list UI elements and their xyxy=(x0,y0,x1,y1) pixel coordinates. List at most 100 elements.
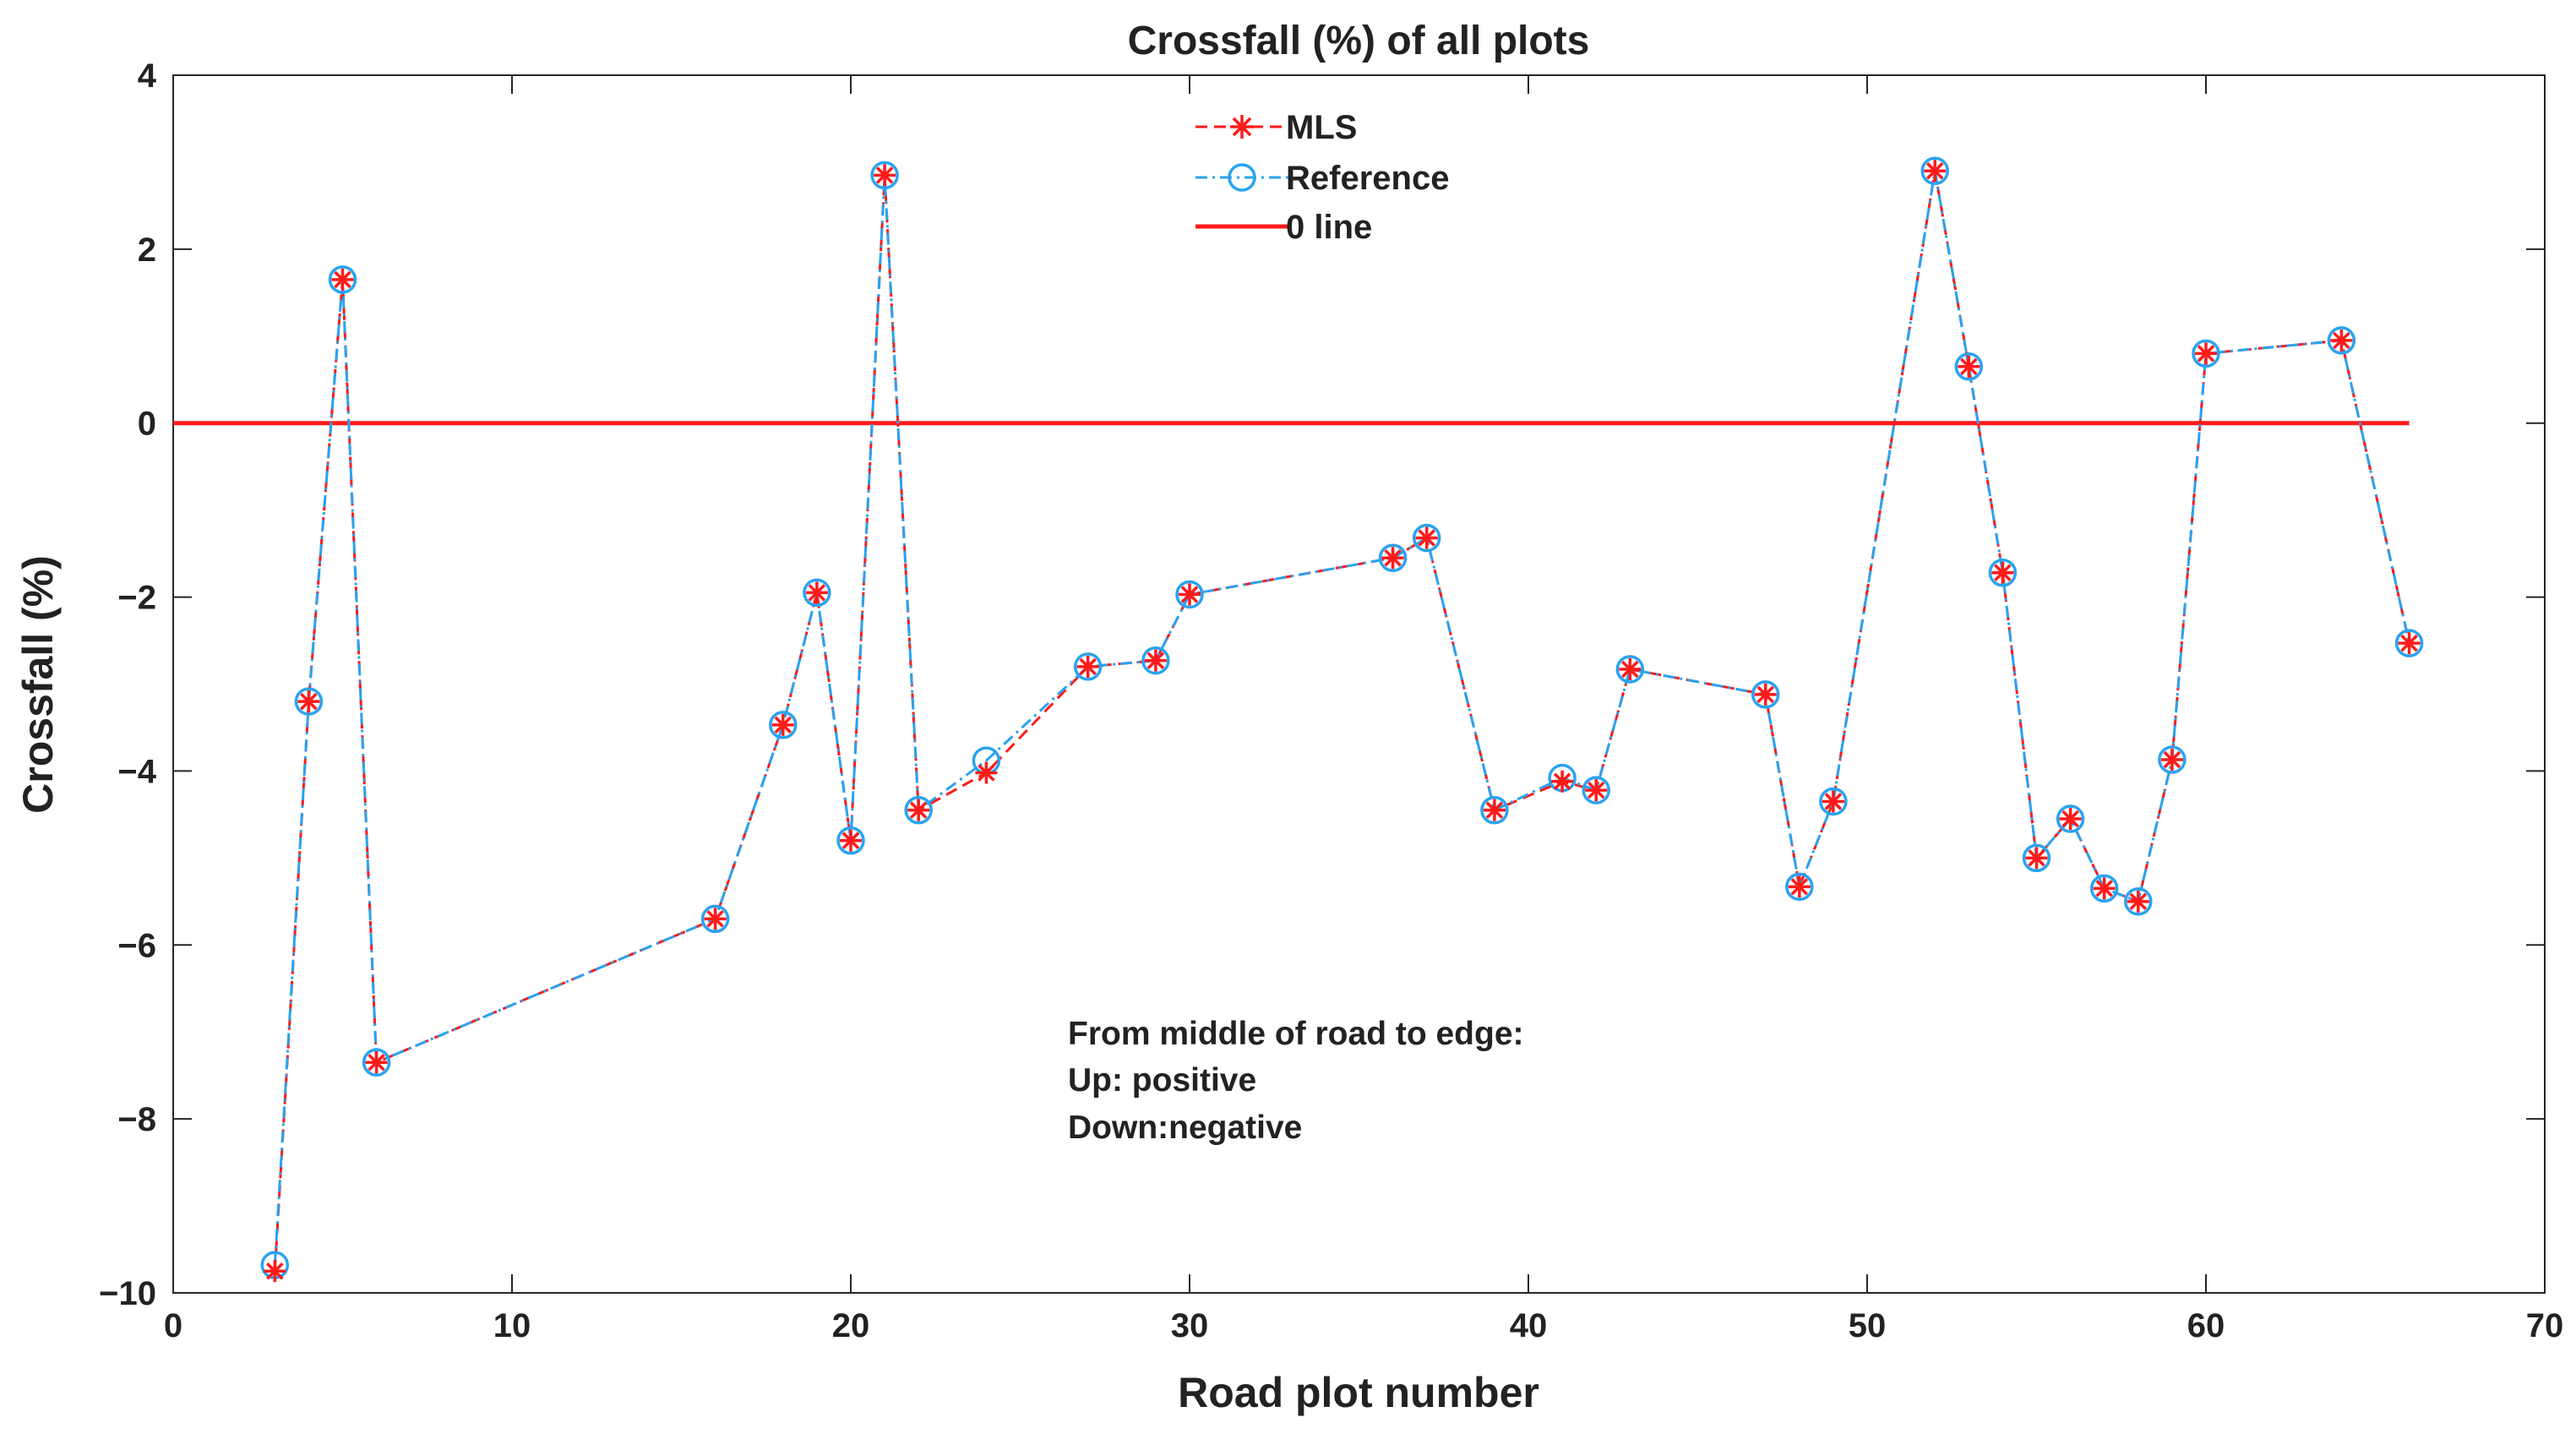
reference-point xyxy=(2056,804,2085,833)
mls-point xyxy=(1619,658,1642,681)
x-tick-label: 10 xyxy=(493,1307,531,1344)
x-tick-label: 50 xyxy=(1849,1307,1887,1344)
legend: MLS Reference 0 line xyxy=(1195,109,1449,246)
mls-point xyxy=(1381,547,1404,570)
legend-reference-marker xyxy=(1228,163,1256,192)
reference-point xyxy=(362,1048,391,1077)
mls-point xyxy=(1924,160,1947,183)
mls-point xyxy=(1076,655,1099,678)
mls-point xyxy=(1754,683,1777,706)
reference-point xyxy=(1615,655,1645,684)
mls-point xyxy=(805,581,828,604)
y-tick-label: 2 xyxy=(138,232,156,269)
mls-point xyxy=(2127,890,2149,913)
mls-point xyxy=(1415,526,1438,549)
y-axis-label: Crossfall (%) xyxy=(14,555,62,814)
mls-point xyxy=(365,1051,388,1074)
reference-point xyxy=(1954,352,1984,381)
x-tick-label: 40 xyxy=(1510,1307,1548,1344)
reference-point xyxy=(2394,629,2424,657)
mls-point xyxy=(1788,875,1811,898)
reference-point xyxy=(2022,843,2051,873)
y-tick-label: −10 xyxy=(99,1275,156,1312)
legend-mls-label: MLS xyxy=(1286,109,1357,146)
x-tick-label: 30 xyxy=(1171,1307,1209,1344)
annotation-line-3: Down:negative xyxy=(1068,1110,1302,1146)
mls-point xyxy=(975,761,998,784)
reference-point xyxy=(1819,787,1848,816)
chart-title: Crossfall (%) of all plots xyxy=(1128,19,1590,63)
mls-point xyxy=(2330,329,2353,352)
reference-point xyxy=(1988,559,2018,587)
mls-point xyxy=(2025,847,2048,870)
reference-point xyxy=(1175,580,1204,609)
reference-point xyxy=(2124,887,2153,916)
reference-point xyxy=(769,711,798,739)
reference-point xyxy=(1582,776,1610,804)
reference-series-line xyxy=(273,170,2411,1266)
mls-point xyxy=(1551,770,1574,793)
y-tick-label: 4 xyxy=(138,57,157,95)
y-tick-label: −2 xyxy=(117,580,156,617)
mls-point xyxy=(1585,779,1608,802)
reference-point xyxy=(1920,156,1949,185)
reference-point xyxy=(294,687,324,716)
mls-point xyxy=(2160,749,2183,772)
mls-point xyxy=(2398,632,2421,655)
y-tick-labels: −10 −8 −6 −4 −2 0 2 4 xyxy=(99,57,157,1312)
reference-point xyxy=(700,904,730,934)
mls-point xyxy=(907,799,930,821)
reference-point xyxy=(2327,326,2356,355)
x-tick-label: 0 xyxy=(164,1307,182,1344)
x-tick-label: 60 xyxy=(2187,1307,2225,1344)
y-tick-label: −8 xyxy=(117,1101,156,1138)
mls-point xyxy=(331,268,354,291)
plot-area xyxy=(172,74,2546,1294)
reference-point xyxy=(2192,339,2220,368)
mls-point xyxy=(1822,790,1844,813)
mls-point xyxy=(874,164,896,187)
reference-point xyxy=(328,265,357,294)
reference-point xyxy=(836,826,865,855)
annotation-line-1: From middle of road to edge: xyxy=(1068,1016,1524,1052)
reference-point xyxy=(1073,652,1103,681)
mls-point xyxy=(1991,561,2014,584)
mls-point xyxy=(264,1260,286,1283)
mls-point xyxy=(1483,799,1506,821)
reference-point xyxy=(803,578,831,608)
reference-point xyxy=(1785,872,1814,902)
reference-point xyxy=(870,161,899,190)
mls-point xyxy=(297,690,320,713)
mls-point xyxy=(2059,808,2082,831)
reference-point xyxy=(1412,523,1441,553)
reference-point xyxy=(1141,646,1170,675)
x-tick-label: 70 xyxy=(2526,1307,2564,1344)
reference-point xyxy=(1480,795,1509,825)
y-tick-label: −4 xyxy=(117,753,156,790)
mls-point xyxy=(1958,355,1980,378)
axis-ticks xyxy=(172,74,2546,1294)
legend-zero-label: 0 line xyxy=(1286,209,1372,246)
mls-point xyxy=(771,713,794,736)
x-tick-labels: 0 10 20 30 40 50 60 70 xyxy=(164,1307,2563,1344)
reference-point xyxy=(1751,680,1780,709)
mls-point xyxy=(704,908,727,930)
series-layer xyxy=(173,156,2424,1283)
legend-mls-marker xyxy=(1230,115,1254,139)
mls-point xyxy=(840,829,862,852)
y-tick-label: −6 xyxy=(117,927,156,964)
x-axis-label: Road plot number xyxy=(1178,1369,1539,1416)
y-tick-label: 0 xyxy=(138,406,156,443)
annotation: From middle of road to edge: Up: positiv… xyxy=(1068,1016,1524,1146)
mls-point xyxy=(2195,342,2217,365)
legend-reference-label: Reference xyxy=(1286,160,1449,197)
x-tick-label: 20 xyxy=(832,1307,870,1344)
reference-point xyxy=(1378,543,1408,573)
mls-point xyxy=(2093,877,2116,900)
reference-point xyxy=(904,795,933,825)
annotation-line-2: Up: positive xyxy=(1068,1062,1256,1099)
reference-point xyxy=(2089,874,2119,903)
mls-point xyxy=(1179,583,1201,606)
mls-point xyxy=(1144,649,1167,672)
